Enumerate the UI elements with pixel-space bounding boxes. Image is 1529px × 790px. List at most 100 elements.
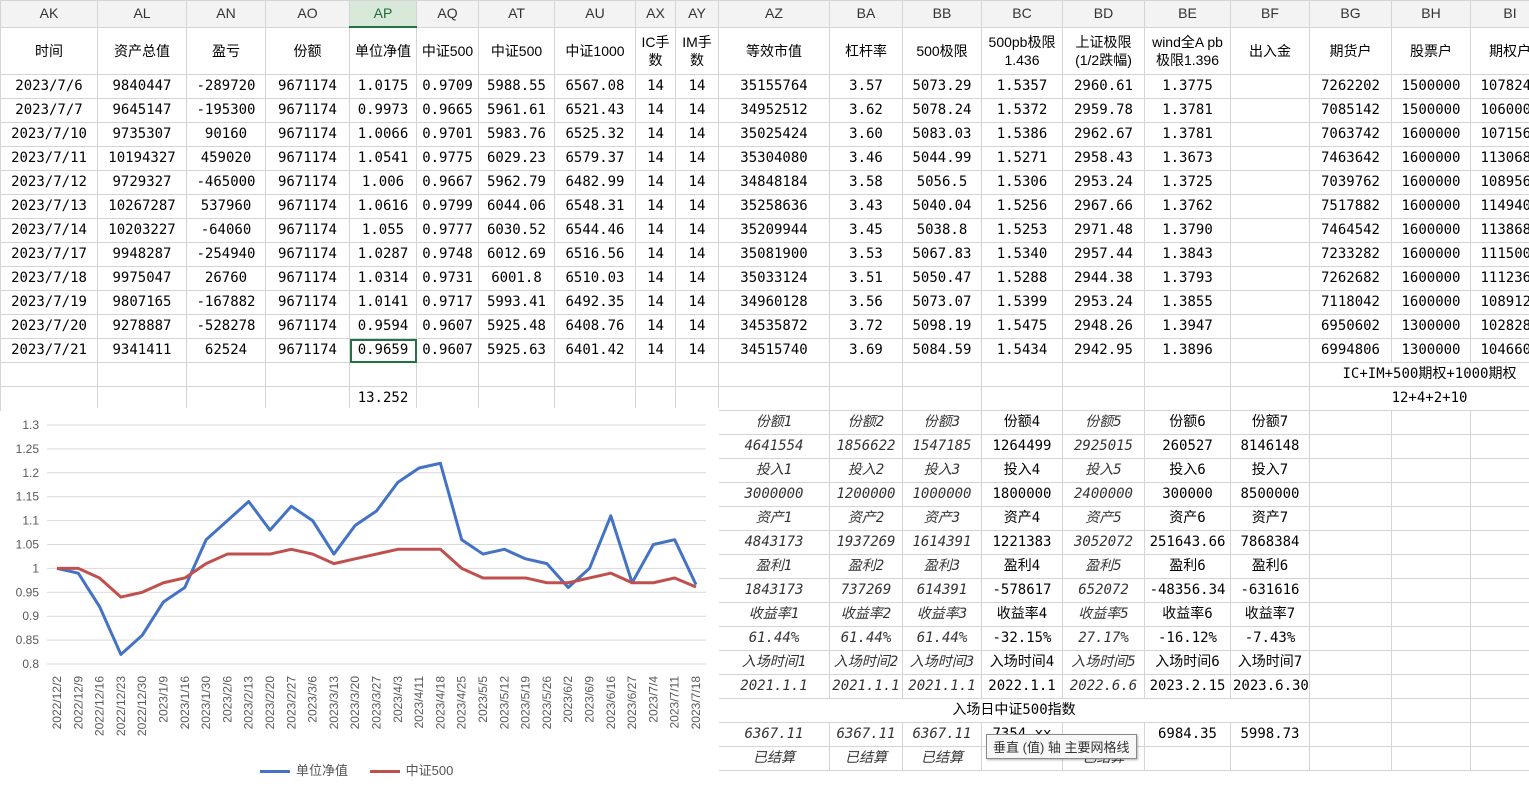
cell[interactable] [1, 387, 98, 411]
cell[interactable] [1310, 435, 1392, 459]
column-header-bh[interactable]: BH [1392, 1, 1471, 28]
cell[interactable]: 13.252 [350, 387, 417, 411]
cell[interactable]: 入场时间2 [830, 651, 903, 675]
cell[interactable]: 9671174 [266, 267, 350, 291]
cell[interactable]: 资产3 [903, 507, 982, 531]
cell[interactable]: 14 [676, 219, 719, 243]
column-header-au[interactable]: AU [555, 1, 636, 28]
cell[interactable]: 2023/7/12 [1, 171, 98, 195]
cell[interactable]: 0.9731 [417, 267, 479, 291]
cell[interactable] [1231, 75, 1310, 99]
cell[interactable] [1392, 555, 1471, 579]
header-cell[interactable]: 盈亏 [187, 27, 266, 75]
cell[interactable]: 2925015 [1063, 435, 1145, 459]
cell[interactable]: 14 [676, 171, 719, 195]
column-header-bb[interactable]: BB [903, 1, 982, 28]
note-cell[interactable]: IC+IM+500期权+1000期权 [1310, 363, 1529, 387]
cell[interactable]: 0.9667 [417, 171, 479, 195]
cell[interactable] [350, 363, 417, 387]
cell[interactable]: 9671174 [266, 195, 350, 219]
cell[interactable]: 6525.32 [555, 123, 636, 147]
cell[interactable]: 1.0175 [350, 75, 417, 99]
cell[interactable]: 0.9717 [417, 291, 479, 315]
column-header-bd[interactable]: BD [1063, 1, 1145, 28]
cell[interactable]: 0.9659 [350, 339, 417, 363]
cell[interactable]: 34515740 [719, 339, 830, 363]
cell[interactable]: 投入6 [1145, 459, 1231, 483]
cell[interactable]: 14 [636, 75, 676, 99]
cell[interactable] [1392, 603, 1471, 627]
cell[interactable]: 1.5340 [982, 243, 1063, 267]
cell[interactable] [1231, 123, 1310, 147]
cell[interactable]: 份额2 [830, 411, 903, 435]
cell[interactable]: 34535872 [719, 315, 830, 339]
cell[interactable]: 9671174 [266, 219, 350, 243]
cell[interactable] [1310, 747, 1392, 771]
cell[interactable]: 2957.44 [1063, 243, 1145, 267]
column-header-bc[interactable]: BC [982, 1, 1063, 28]
cell[interactable]: 0.9594 [350, 315, 417, 339]
cell[interactable]: 300000 [1145, 483, 1231, 507]
cell[interactable] [1310, 651, 1392, 675]
cell[interactable] [1392, 411, 1471, 435]
cell[interactable]: 459020 [187, 147, 266, 171]
cell[interactable]: 1078245 [1471, 75, 1529, 99]
header-cell[interactable]: 500极限 [903, 27, 982, 75]
cell[interactable] [1231, 219, 1310, 243]
note-cell[interactable]: 12+4+2+10 [1310, 387, 1529, 411]
cell[interactable]: 26760 [187, 267, 266, 291]
cell[interactable]: 9645147 [98, 99, 187, 123]
cell[interactable]: 0.9775 [417, 147, 479, 171]
cell[interactable]: 1.3673 [1145, 147, 1231, 171]
column-header-bf[interactable]: BF [1231, 1, 1310, 28]
cell[interactable] [187, 387, 266, 411]
cell[interactable]: 5073.29 [903, 75, 982, 99]
cell[interactable] [1231, 387, 1310, 411]
cell[interactable]: 3.53 [830, 243, 903, 267]
cell[interactable] [1471, 531, 1529, 555]
cell[interactable]: 入场时间4 [982, 651, 1063, 675]
cell[interactable] [1471, 747, 1529, 771]
cell[interactable] [1471, 627, 1529, 651]
cell[interactable]: 1.3843 [1145, 243, 1231, 267]
cell[interactable]: 9671174 [266, 243, 350, 267]
column-header-at[interactable]: AT [479, 1, 555, 28]
cell[interactable] [1471, 459, 1529, 483]
cell[interactable]: 14 [676, 291, 719, 315]
cell[interactable]: 资产6 [1145, 507, 1231, 531]
cell[interactable]: 4641554 [719, 435, 830, 459]
cell[interactable] [1310, 507, 1392, 531]
cell[interactable] [417, 363, 479, 387]
cell[interactable]: 14 [636, 219, 676, 243]
cell[interactable]: -195300 [187, 99, 266, 123]
cell[interactable]: 5988.55 [479, 75, 555, 99]
cell[interactable]: 7262202 [1310, 75, 1392, 99]
cell[interactable]: 资产4 [982, 507, 1063, 531]
cell[interactable]: 9671174 [266, 147, 350, 171]
cell[interactable]: 6001.8 [479, 267, 555, 291]
cell[interactable] [1310, 603, 1392, 627]
cell[interactable]: 2023.6.30 [1231, 675, 1310, 699]
cell[interactable]: 盈利5 [1063, 555, 1145, 579]
cell[interactable]: 盈利4 [982, 555, 1063, 579]
cell[interactable]: 3.45 [830, 219, 903, 243]
cell[interactable]: 收益率5 [1063, 603, 1145, 627]
cell[interactable]: 7517882 [1310, 195, 1392, 219]
cell[interactable] [1231, 147, 1310, 171]
cell[interactable] [1392, 747, 1471, 771]
cell[interactable] [1310, 531, 1392, 555]
cell[interactable]: 1.5288 [982, 267, 1063, 291]
cell[interactable]: 35304080 [719, 147, 830, 171]
cell[interactable] [1231, 363, 1310, 387]
header-cell[interactable]: 500pb极限1.436 [982, 27, 1063, 75]
cell[interactable]: 14 [676, 99, 719, 123]
cell[interactable]: 5998.73 [1231, 723, 1310, 747]
cell[interactable]: 2023/7/21 [1, 339, 98, 363]
column-header-ay[interactable]: AY [676, 1, 719, 28]
cell[interactable]: 1089565 [1471, 171, 1529, 195]
cell[interactable] [1392, 531, 1471, 555]
cell[interactable]: 3.62 [830, 99, 903, 123]
cell[interactable]: 2944.38 [1063, 267, 1145, 291]
cell[interactable]: 5056.5 [903, 171, 982, 195]
cell[interactable]: 0.9607 [417, 315, 479, 339]
